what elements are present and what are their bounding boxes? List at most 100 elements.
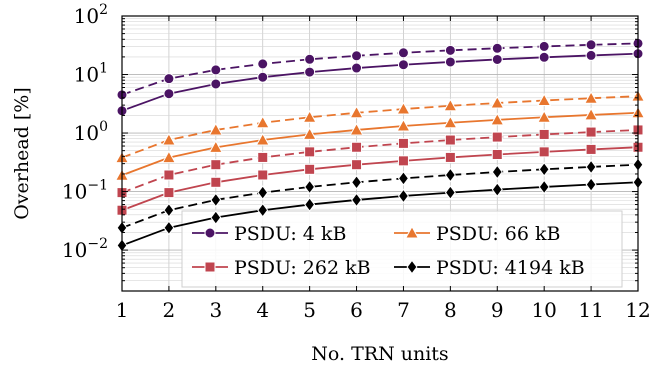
data-point — [304, 179, 316, 195]
dashed-line — [121, 42, 639, 96]
data-point — [163, 88, 175, 100]
data-point — [585, 39, 597, 51]
data-point — [257, 185, 269, 200]
data-point — [585, 49, 597, 61]
y-tick-labels: 10−2 10−1 100 101 102 — [62, 2, 108, 262]
y-tick-label: 100 — [74, 119, 108, 145]
data-point — [538, 51, 550, 63]
data-point — [351, 50, 363, 62]
data-point — [304, 197, 316, 212]
data-point — [304, 53, 316, 65]
data-point — [443, 98, 458, 112]
data-point — [397, 171, 409, 186]
data-point — [444, 44, 456, 56]
data-point — [304, 163, 316, 175]
legend-entry: PSDU: 262 kB — [234, 257, 371, 279]
data-point — [349, 122, 364, 136]
solid-line — [121, 111, 639, 177]
data-point — [210, 192, 222, 208]
data-point — [397, 188, 409, 204]
data-point — [163, 202, 175, 218]
dashed-line — [121, 95, 639, 159]
data-point — [302, 127, 317, 140]
data-point — [257, 169, 269, 181]
x-tick-label: 7 — [397, 298, 410, 322]
solid-line — [121, 181, 639, 247]
x-tick-label: 8 — [444, 298, 457, 322]
data-point — [257, 202, 269, 218]
dashed-line — [121, 163, 639, 229]
series-4 — [116, 157, 644, 253]
data-point — [210, 210, 222, 225]
data-point — [351, 141, 363, 153]
data-point — [538, 146, 550, 158]
solid-line — [121, 146, 639, 212]
data-point — [397, 155, 409, 167]
data-point — [444, 185, 456, 200]
y-tick-label: 102 — [74, 2, 108, 28]
data-point — [396, 118, 411, 132]
y-axis-label: Overhead [%] — [11, 87, 33, 220]
data-point — [538, 179, 550, 195]
data-point — [491, 164, 503, 180]
x-tick-label: 12 — [625, 298, 650, 322]
data-point — [585, 143, 597, 155]
y-tick-label: 10−2 — [62, 236, 108, 262]
y-tick-label: 101 — [74, 61, 108, 87]
data-point — [538, 161, 550, 177]
data-point — [210, 78, 222, 90]
data-point — [163, 169, 175, 181]
data-point — [443, 115, 458, 129]
x-tick-label: 11 — [578, 298, 603, 322]
legend-entry: PSDU: 66 kB — [436, 223, 561, 245]
dashed-line — [121, 129, 639, 194]
legend-entry: PSDU: 4 kB — [234, 223, 346, 245]
data-point — [538, 128, 550, 140]
data-point — [257, 71, 269, 83]
data-point — [163, 220, 175, 236]
x-tick-label: 2 — [163, 298, 176, 322]
data-point — [537, 93, 552, 106]
data-point — [490, 95, 505, 109]
x-tick-label: 1 — [116, 298, 129, 322]
plot-frame — [121, 15, 639, 292]
data-point — [351, 62, 363, 74]
data-point — [304, 146, 316, 158]
data-point — [444, 134, 456, 146]
data-point — [404, 225, 420, 239]
data-point — [304, 66, 316, 78]
data-point — [163, 187, 175, 199]
data-point — [351, 174, 363, 190]
data-point — [538, 40, 550, 52]
data-point — [583, 90, 599, 104]
data-point — [351, 192, 363, 208]
data-point — [204, 261, 216, 273]
data-point — [210, 64, 222, 76]
data-point — [208, 140, 223, 153]
legend-box — [181, 210, 623, 288]
data-point — [255, 115, 270, 129]
data-point — [163, 73, 175, 85]
data-point — [396, 101, 411, 115]
data-point — [210, 159, 222, 171]
data-point — [444, 151, 456, 163]
data-point — [397, 47, 409, 59]
solid-line — [121, 52, 639, 112]
series-3 — [116, 124, 644, 216]
data-point — [585, 126, 597, 138]
data-point — [491, 131, 503, 143]
x-tick-label: 3 — [209, 298, 222, 322]
data-point — [397, 59, 409, 71]
data-point — [204, 227, 216, 239]
data-point — [585, 177, 597, 192]
x-axis-label: No. TRN units — [311, 343, 448, 365]
data-point — [585, 159, 597, 175]
series-layer — [114, 37, 646, 253]
data-point — [255, 132, 270, 146]
y-tick-label: 10−1 — [62, 178, 108, 204]
data-point — [208, 122, 223, 136]
data-point — [257, 151, 269, 163]
data-point — [349, 105, 364, 119]
data-point — [491, 53, 503, 65]
